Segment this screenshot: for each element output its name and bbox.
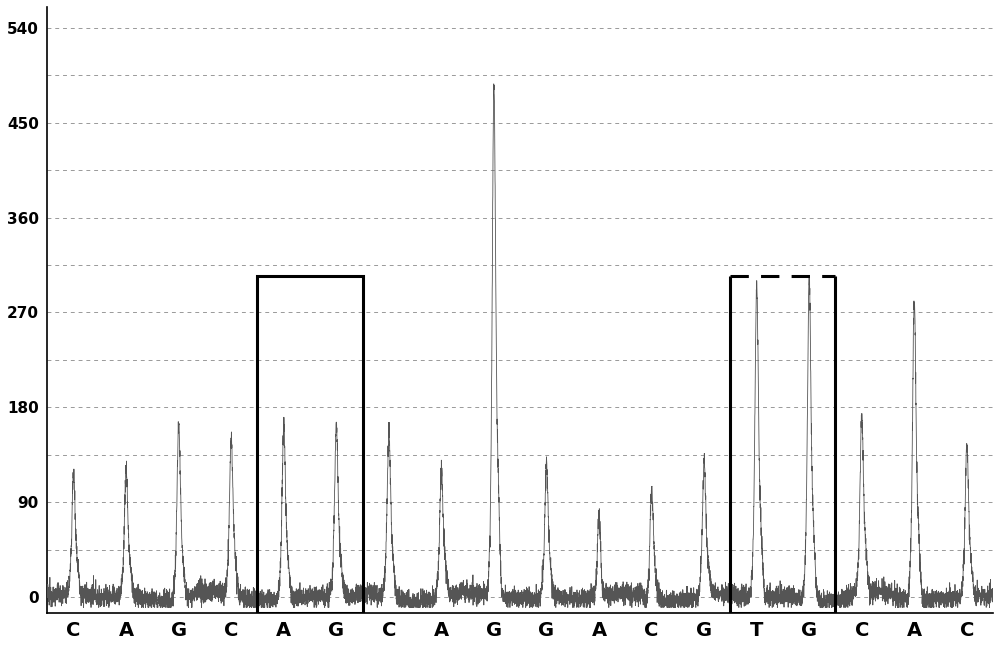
Bar [257,276,363,613]
